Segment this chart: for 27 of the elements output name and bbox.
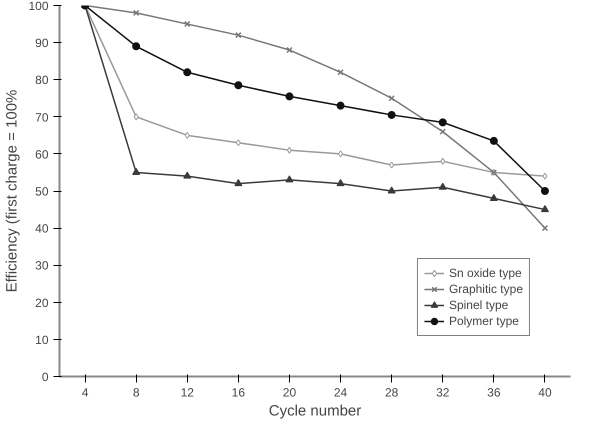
y-tick-label: 90 [35,36,49,50]
y-tick-label: 100 [28,0,49,13]
x-tick-label: 16 [232,386,246,400]
y-tick-label: 10 [35,332,49,347]
x-tick-label: 28 [384,386,399,400]
x-tick-label: 4 [82,386,89,400]
x-tick-label: 20 [282,386,296,400]
y-tick-label: 30 [35,258,49,273]
x-tick-label: 24 [334,386,348,400]
legend-label: Spinel type [448,297,508,313]
x-tick-label: 12 [180,386,194,400]
x-axis-title: Cycle number [268,402,362,420]
y-tick-label: 60 [35,147,49,162]
y-axis-title: Efficiency (first charge = 100% [3,90,20,292]
legend-label: Graphitic type [448,281,523,297]
y-tick-label: 70 [35,110,49,124]
legend-label: Sn oxide type [448,265,522,281]
y-tick-label: 40 [35,222,49,236]
y-tick-label: 80 [35,73,49,88]
y-tick-label: 50 [35,184,49,198]
x-tick-label: 8 [132,386,140,400]
legend-label: Polymer type [448,313,519,329]
x-tick-label: 36 [487,386,501,400]
x-tick-label: 32 [436,386,450,400]
y-tick-label: 0 [42,370,49,384]
x-tick-label: 40 [538,386,552,400]
y-tick-label: 20 [35,296,49,310]
